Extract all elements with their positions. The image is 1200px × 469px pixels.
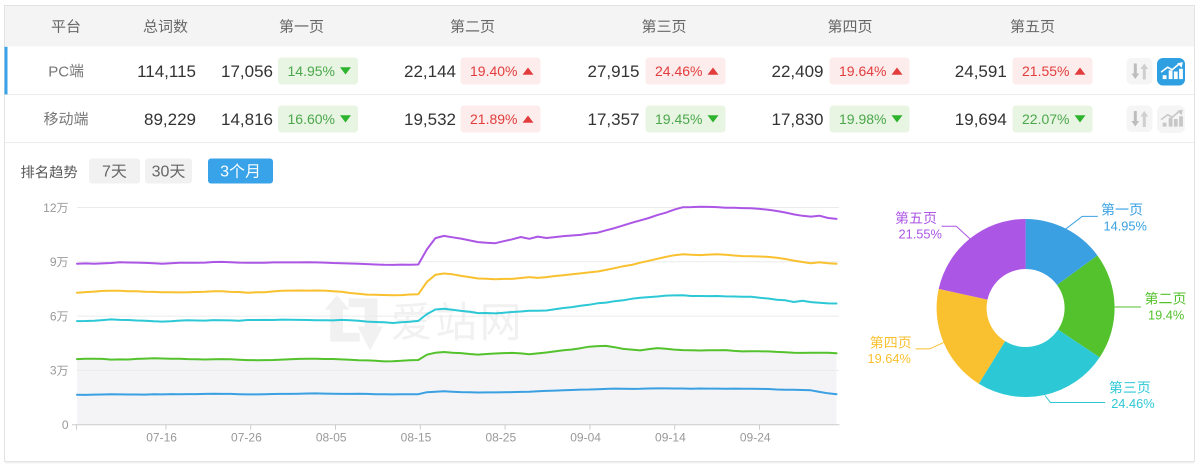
svg-text:PC: PC <box>48 63 69 80</box>
svg-text:14.95%: 14.95% <box>1104 219 1147 234</box>
svg-text:21.89%: 21.89% <box>470 111 517 127</box>
svg-text:19.40%: 19.40% <box>470 63 517 79</box>
svg-text:16.60%: 16.60% <box>288 111 335 127</box>
svg-text:24.46%: 24.46% <box>655 63 702 79</box>
svg-text:3: 3 <box>220 164 229 181</box>
svg-text:17,056: 17,056 <box>221 62 273 81</box>
svg-text:22,409: 22,409 <box>772 62 824 81</box>
svg-text:21.55%: 21.55% <box>1022 63 1069 79</box>
svg-text:21.55%: 21.55% <box>899 226 942 241</box>
svg-text:08-15: 08-15 <box>401 431 432 445</box>
svg-text:114,115: 114,115 <box>137 62 196 81</box>
svg-text:19,532: 19,532 <box>404 110 456 129</box>
svg-text:14,816: 14,816 <box>221 110 273 129</box>
svg-text:24,591: 24,591 <box>955 62 1007 81</box>
svg-text:7: 7 <box>102 164 111 181</box>
svg-text:30: 30 <box>152 164 170 181</box>
svg-text:19.4%: 19.4% <box>1148 307 1184 322</box>
svg-text:9: 9 <box>50 255 57 269</box>
svg-text:22,144: 22,144 <box>404 62 456 81</box>
svg-text:09-14: 09-14 <box>655 431 686 445</box>
svg-text:6: 6 <box>50 309 57 323</box>
svg-text:07-26: 07-26 <box>231 431 262 445</box>
svg-text:3: 3 <box>50 364 57 378</box>
svg-text:17,830: 17,830 <box>772 110 824 129</box>
svg-text:19.64%: 19.64% <box>868 351 911 366</box>
svg-text:89,229: 89,229 <box>144 110 196 129</box>
svg-text:27,915: 27,915 <box>588 62 640 81</box>
svg-text:07-16: 07-16 <box>146 431 177 445</box>
svg-text:0: 0 <box>62 418 69 432</box>
svg-text:09-24: 09-24 <box>740 431 771 445</box>
svg-text:17,357: 17,357 <box>588 110 640 129</box>
svg-text:12: 12 <box>43 201 57 215</box>
svg-text:08-25: 08-25 <box>485 431 516 445</box>
svg-text:19,694: 19,694 <box>955 110 1007 129</box>
svg-text:19.64%: 19.64% <box>839 63 886 79</box>
svg-text:19.45%: 19.45% <box>655 111 702 127</box>
svg-text:24.46%: 24.46% <box>1111 396 1154 411</box>
svg-text:22.07%: 22.07% <box>1022 111 1069 127</box>
svg-text:08-05: 08-05 <box>316 431 347 445</box>
svg-text:09-04: 09-04 <box>570 431 601 445</box>
svg-text:19.98%: 19.98% <box>839 111 886 127</box>
svg-text:14.95%: 14.95% <box>288 63 335 79</box>
